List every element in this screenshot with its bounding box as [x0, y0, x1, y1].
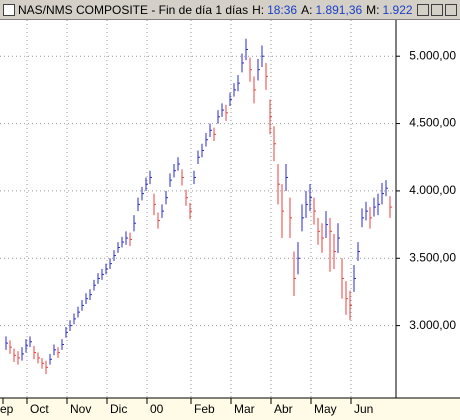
- x-axis-band: [0, 398, 460, 420]
- x-tick-label: Nov: [70, 402, 91, 416]
- minimize-button[interactable]: [417, 3, 429, 16]
- header-label: A:: [301, 2, 313, 17]
- maximize-button[interactable]: [431, 3, 443, 16]
- x-tick-label: Jun: [354, 402, 373, 416]
- x-tick-label: Feb: [194, 402, 215, 416]
- x-tick-label: Abr: [274, 402, 293, 416]
- header-fields: H: 18:36 A: 1.891,36 M: 1.922: [248, 3, 412, 17]
- chart-title: NAS/NMS COMPOSITE - Fin de día 1 días: [18, 2, 249, 17]
- y-tick-label: 4.500,00: [409, 116, 456, 130]
- header-value: 1.922: [382, 2, 413, 17]
- x-tick-label: May: [314, 402, 337, 416]
- y-tick-label: 5.000,00: [409, 48, 456, 62]
- window-buttons: [417, 3, 460, 16]
- x-tick-label: Mar: [234, 402, 255, 416]
- close-button[interactable]: [445, 3, 457, 16]
- x-tick-label: 00: [150, 402, 164, 416]
- header-value: 18:36: [267, 2, 298, 17]
- header-label: H:: [252, 2, 265, 17]
- y-tick-label: 3.500,00: [409, 250, 456, 264]
- header-label: M:: [366, 2, 380, 17]
- icon: [3, 3, 15, 16]
- x-tick-label: Oct: [30, 402, 49, 416]
- y-tick-label: 3.000,00: [409, 318, 456, 332]
- y-tick-label: 4.000,00: [409, 183, 456, 197]
- title-bar: NAS/NMS COMPOSITE - Fin de día 1 días H:…: [0, 0, 460, 20]
- x-tick-label: Dic: [110, 402, 127, 416]
- plot-background: [0, 20, 460, 398]
- x-tick-label: ep: [0, 402, 14, 416]
- header-value: 1.891,36: [315, 2, 363, 17]
